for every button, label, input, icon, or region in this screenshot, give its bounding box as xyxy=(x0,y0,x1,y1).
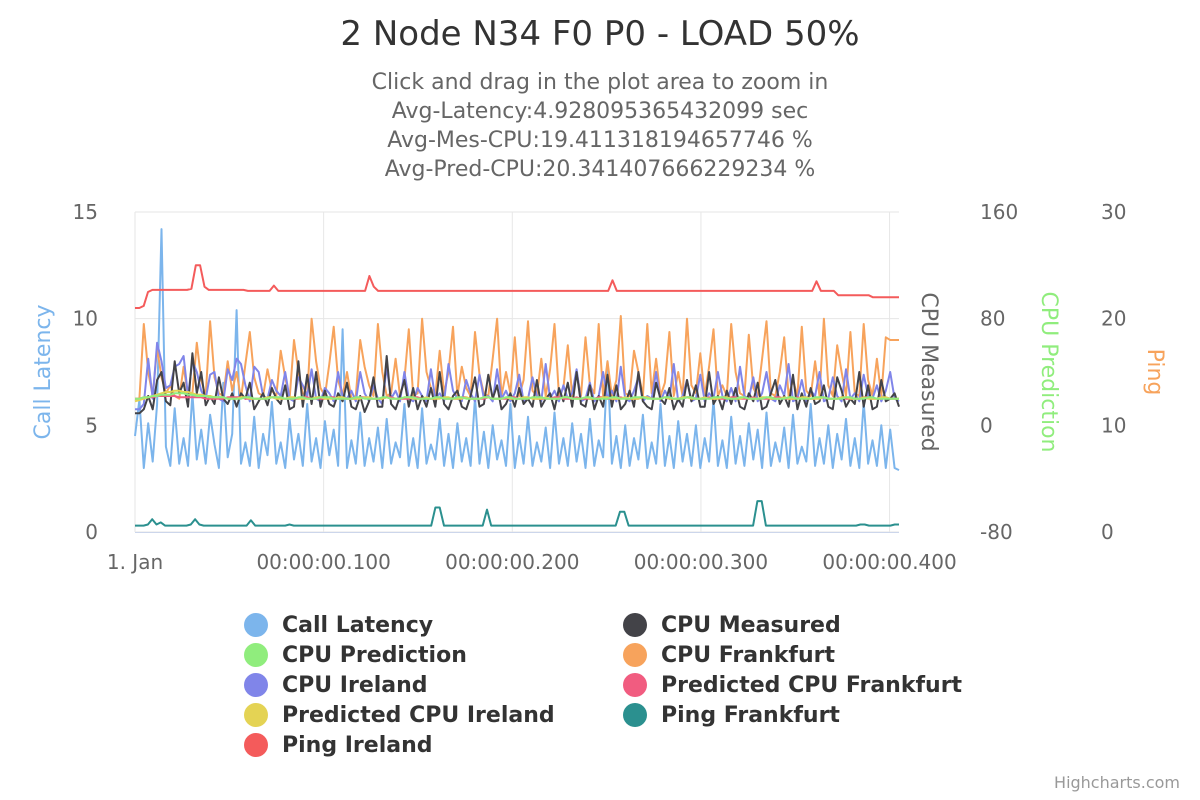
y-tick-label-cpu_measured: 80 xyxy=(980,307,1005,331)
legend-item-cpu-measured[interactable]: CPU Measured xyxy=(623,610,841,640)
legend-label: CPU Frankfurt xyxy=(661,642,836,668)
series-lines[interactable] xyxy=(134,228,900,527)
chart-title: 2 Node N34 F0 P0 - LOAD 50% xyxy=(340,14,860,54)
legend-marker-icon xyxy=(623,613,647,637)
y-tick-label-latency: 10 xyxy=(73,307,98,331)
legend-item-ping-frankfurt[interactable]: Ping Frankfurt xyxy=(623,700,840,730)
x-tick-label: 00:00:00.200 xyxy=(445,550,579,574)
legend-marker-icon xyxy=(244,613,268,637)
y-tick-label-ping: 30 xyxy=(1101,200,1126,224)
legend-marker-icon xyxy=(244,703,268,727)
y-tick-label-cpu_measured: -80 xyxy=(980,520,1013,544)
y-tick-label-ping: 20 xyxy=(1101,307,1126,331)
y-tick-label-latency: 15 xyxy=(73,200,98,224)
y-tick-label-ping: 0 xyxy=(1101,520,1114,544)
legend-item-cpu-prediction[interactable]: CPU Prediction xyxy=(244,640,467,670)
legend-item-call-latency[interactable]: Call Latency xyxy=(244,610,433,640)
axes: 1. Jan 00:00:00.100 00:00:00.200 00:00:00.3… xyxy=(31,200,1167,574)
x-tick-label: 00:00:00.300 xyxy=(634,550,768,574)
legend-label: Predicted CPU Ireland xyxy=(282,702,555,728)
legend-item-cpu-ireland[interactable]: CPU Ireland xyxy=(244,670,428,700)
series-line-ping-ireland[interactable] xyxy=(135,264,899,309)
x-tick-label: 00:00:00.400 xyxy=(822,550,956,574)
legend-marker-icon xyxy=(623,673,647,697)
legend-label: CPU Prediction xyxy=(282,642,467,668)
legend-label: Ping Ireland xyxy=(282,732,433,758)
y-axis-title-latency: Call Latency xyxy=(31,304,56,439)
series-line-ping-frankfurt[interactable] xyxy=(135,500,899,527)
legend-label: Predicted CPU Frankfurt xyxy=(661,672,963,698)
legend-marker-icon xyxy=(244,643,268,667)
legend-marker-icon xyxy=(244,673,268,697)
legend-label: CPU Ireland xyxy=(282,672,428,698)
legend-marker-icon xyxy=(244,733,268,757)
y-tick-label-cpu_measured: 0 xyxy=(980,413,993,437)
y-axis-title-cpu_prediction: CPU Prediction xyxy=(1036,291,1061,452)
subtitle-avg-pred-cpu: Avg-Pred-CPU:20.341407666229234 % xyxy=(384,157,816,182)
legend-item-cpu-frankfurt[interactable]: CPU Frankfurt xyxy=(623,640,835,670)
series-line-cpu-prediction[interactable] xyxy=(135,392,899,400)
subtitle-zoom-hint: Click and drag in the plot area to zoom … xyxy=(371,70,829,95)
y-axis-title-cpu_measured: CPU Measured xyxy=(916,292,941,451)
legend-item-predicted-cpu-frankfurt[interactable]: Predicted CPU Frankfurt xyxy=(623,670,962,700)
y-tick-label-latency: 5 xyxy=(85,413,98,437)
legend-item-predicted-cpu-ireland[interactable]: Predicted CPU Ireland xyxy=(244,700,555,730)
y-tick-label-ping: 10 xyxy=(1101,413,1126,437)
legend-label: Call Latency xyxy=(282,612,434,638)
legend-label: CPU Measured xyxy=(661,612,841,638)
x-tick-label: 1. Jan xyxy=(107,550,163,574)
credits-link[interactable]: Highcharts.com xyxy=(1054,773,1180,792)
series-line-call-latency[interactable] xyxy=(134,228,900,472)
y-tick-label-latency: 0 xyxy=(85,520,98,544)
x-tick-label: 00:00:00.100 xyxy=(256,550,390,574)
legend-label: Ping Frankfurt xyxy=(661,702,840,728)
y-axis-title-ping: Ping xyxy=(1142,349,1167,396)
legend-item-ping-ireland[interactable]: Ping Ireland xyxy=(244,730,433,760)
chart-subtitle: Click and drag in the plot area to zoom … xyxy=(0,68,1200,184)
legend-marker-icon xyxy=(623,703,647,727)
subtitle-avg-mes-cpu: Avg-Mes-CPU:19.411318194657746 % xyxy=(387,128,813,153)
legend-marker-icon xyxy=(623,643,647,667)
subtitle-avg-latency: Avg-Latency:4.928095365432099 sec xyxy=(391,99,809,124)
y-tick-label-cpu_measured: 160 xyxy=(980,200,1018,224)
